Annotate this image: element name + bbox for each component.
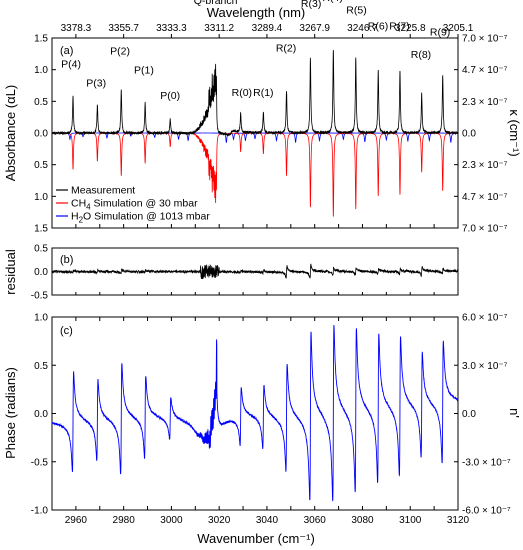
c-xtick-label: 3060 [304, 515, 327, 526]
c-ytick-label-right: 0.0 [462, 409, 476, 420]
c-xtick-label: 3020 [208, 515, 231, 526]
right-ytick-label: 2.3 × 10⁻⁷ [462, 160, 508, 171]
panel-b-label: (b) [60, 254, 73, 266]
left-ytick-label: 1.0 [34, 192, 48, 203]
b-ytick-label: 0.0 [34, 267, 48, 278]
panel-c-yticks: 1.0 6.0 × 10⁻⁷ 0.5 3.0 × 10⁻⁷ 0.0 0.0 -0.5 -3.0… [31, 313, 511, 517]
left-ytick-label: 1.0 [34, 65, 48, 76]
c-xtick-label: 2960 [65, 515, 88, 526]
left-ytick-label: 1.5 [34, 224, 48, 235]
measurement-line [51, 49, 459, 137]
top-axis-ticks: 3378.3 3355.7 3333.3 3311.2 3289.4 3267.9 3246… [61, 23, 474, 38]
peak-label: R(5) [346, 5, 366, 17]
legend-label-measurement: Measurement [71, 185, 135, 197]
right-ytick-label: 7.0 × 10⁻⁷ [462, 224, 508, 235]
peak-label: R(1) [253, 87, 273, 99]
panel-b-ylabel: residual [3, 249, 18, 295]
left-ytick-label: 0.5 [34, 160, 48, 171]
right-ytick-label: 0.0 [462, 129, 476, 140]
c-xtick-label: 3040 [256, 515, 279, 526]
legend-label-ch4: CH4 Simulation @ 30 mbar [71, 198, 198, 212]
top-tick-label: 3355.7 [108, 23, 139, 34]
panel-a-plot [51, 49, 459, 217]
c-xtick-label: 3080 [351, 515, 374, 526]
peak-label: R(3) [301, 0, 321, 10]
panel-c-ylabel-right: n' [507, 408, 522, 418]
peak-label: R(8) [411, 49, 431, 61]
c-ytick-label: -0.5 [31, 457, 49, 468]
peak-label: R(6) [368, 20, 388, 32]
right-ytick-label: 7.0 × 10⁻⁷ [462, 34, 508, 45]
c-xtick-label: 3120 [447, 515, 470, 526]
c-ytick-label-right: 6.0 × 10⁻⁷ [462, 313, 508, 324]
peak-label: P(2) [110, 46, 130, 58]
panel-c-ylabel: Phase (radians) [3, 367, 18, 459]
residual-line [51, 263, 459, 280]
x-axis-title: Wavenumber (cm⁻¹) [197, 531, 315, 546]
peak-label: P(1) [134, 65, 154, 77]
right-ytick-label: 4.7 × 10⁻⁷ [462, 65, 508, 76]
panel-c-xticks: 2960 2980 3000 3020 3040 3060 3080 3100 3120 [65, 317, 470, 526]
top-tick-label: 3205.1 [443, 23, 474, 34]
panel-a: (a) 1.5 7.0 × 10⁻⁷ 1.0 4.7 × 10⁻⁷ 0.5 2.3 × 1… [3, 0, 522, 235]
b-ytick-label: -0.5 [31, 291, 49, 302]
top-tick-label: 3378.3 [61, 23, 92, 34]
c-ytick-label: -1.0 [31, 506, 49, 517]
c-ytick-label-right: 3.0 × 10⁻⁷ [462, 361, 508, 372]
top-axis-title: Wavelength (nm) [207, 5, 306, 20]
c-ytick-label: 1.0 [34, 313, 48, 324]
panel-a-ylabel: Absorbance (αL) [3, 85, 18, 181]
peak-label: R(2) [276, 43, 296, 55]
top-tick-label: 3311.2 [204, 23, 234, 34]
top-tick-label: 3246.7 [347, 23, 378, 34]
peak-label: P(0) [160, 90, 180, 102]
top-tick-label: 3225.8 [395, 23, 426, 34]
c-ytick-label: 0.0 [34, 409, 48, 420]
peak-label: Q-branch [194, 0, 238, 7]
phase-line [51, 325, 459, 502]
panel-c-frame [51, 316, 459, 511]
peak-label: R(9) [430, 27, 450, 39]
panel-a-yticks: 1.5 7.0 × 10⁻⁷ 1.0 4.7 × 10⁻⁷ 0.5 2.3 × 10⁻⁷ 0… [34, 34, 508, 235]
c-ytick-label-right: -6.0 × 10⁻⁷ [462, 506, 511, 517]
panel-c-label: (c) [60, 325, 73, 337]
left-ytick-label: 0.5 [34, 97, 48, 108]
c-ytick-label-right: -3.0 × 10⁻⁷ [462, 457, 511, 468]
top-tick-label: 3333.3 [156, 23, 187, 34]
panel-a-ylabel-right: κ (cm⁻¹) [507, 109, 522, 156]
top-tick-label: 3267.9 [299, 23, 330, 34]
left-ytick-label: 0.0 [34, 129, 48, 140]
peak-label: R(7) [389, 20, 409, 32]
panel-a-label: (a) [60, 45, 73, 57]
panel-c-plot [51, 325, 459, 502]
peak-label: R(0) [232, 87, 252, 99]
peak-label: P(3) [86, 77, 106, 89]
peak-annotations: P(4) P(3) P(2) P(1) P(0) Q-branch R(0) R(1) R(2)… [61, 0, 450, 102]
panel-c: (c) 1.0 6.0 × 10⁻⁷ 0.5 3.0 × 10⁻⁷ 0.0 0.0 -0.5… [3, 313, 522, 547]
b-ytick-label: 0.5 [34, 244, 48, 255]
legend: Measurement CH4 Simulation @ 30 mbar H2O… [56, 185, 210, 225]
c-xtick-label: 3100 [399, 515, 422, 526]
panel-b: (b) 0.5 0.0 -0.5 residual [3, 244, 459, 302]
legend-label-h2o: H2O Simulation @ 1013 mbar [71, 211, 210, 225]
c-xtick-label: 3000 [160, 515, 183, 526]
top-tick-label: 3289.4 [252, 23, 283, 34]
peak-label: R(4) [322, 0, 342, 4]
panel-b-plot [51, 263, 459, 280]
right-ytick-label: 4.7 × 10⁻⁷ [462, 192, 508, 203]
left-ytick-label: 1.5 [34, 34, 48, 45]
right-ytick-label: 2.3 × 10⁻⁷ [462, 97, 508, 108]
c-xtick-label: 2980 [113, 515, 136, 526]
peak-label: P(4) [61, 58, 81, 70]
h2o-simulation-line [52, 132, 459, 143]
panel-b-yticks: 0.5 0.0 -0.5 [31, 244, 459, 302]
c-ytick-label: 0.5 [34, 361, 48, 372]
